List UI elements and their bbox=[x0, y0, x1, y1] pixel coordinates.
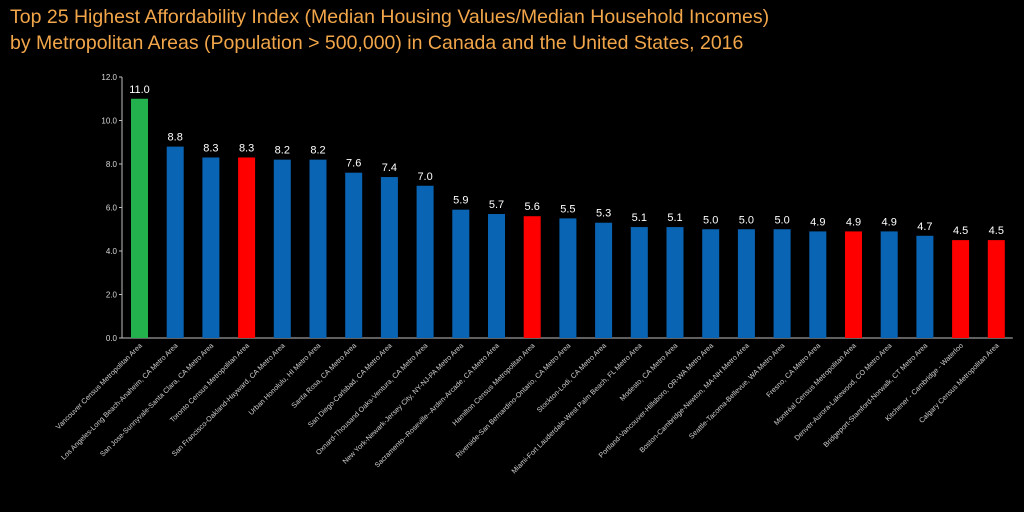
bar bbox=[380, 177, 398, 338]
bar bbox=[595, 222, 613, 338]
bar bbox=[666, 227, 684, 338]
bar bbox=[345, 172, 363, 338]
bar bbox=[809, 231, 827, 338]
category-label: Miami-Fort Lauderdale-West Palm Beach, F… bbox=[509, 341, 643, 475]
bar bbox=[452, 209, 470, 338]
data-label: 5.0 bbox=[739, 214, 754, 226]
category-label: Santa Rosa, CA Metro Area bbox=[289, 341, 358, 410]
data-label: 4.9 bbox=[810, 216, 825, 228]
data-label: 5.0 bbox=[774, 214, 789, 226]
bar bbox=[737, 229, 755, 338]
data-label: 8.2 bbox=[275, 145, 290, 157]
bar bbox=[488, 214, 505, 338]
bar bbox=[416, 185, 434, 338]
data-label: 7.0 bbox=[417, 171, 432, 183]
data-label: 8.8 bbox=[168, 132, 183, 144]
data-label: 7.6 bbox=[346, 158, 361, 170]
data-label: 11.0 bbox=[129, 84, 150, 96]
data-label: 4.5 bbox=[989, 225, 1004, 237]
data-label: 4.9 bbox=[882, 216, 897, 228]
chart-title-line-1: Top 25 Highest Affordability Index (Medi… bbox=[10, 6, 770, 28]
bar bbox=[523, 216, 541, 338]
data-label: 5.3 bbox=[596, 208, 611, 220]
data-label: 4.5 bbox=[953, 225, 968, 237]
data-label: 5.6 bbox=[525, 201, 540, 213]
bar bbox=[202, 157, 220, 338]
y-tick-label: 12.0 bbox=[101, 73, 117, 82]
data-label: 8.2 bbox=[310, 145, 325, 157]
bar bbox=[773, 229, 791, 338]
data-label: 5.1 bbox=[667, 212, 682, 224]
category-label: Urban Honolulu, HI Metro Area bbox=[247, 341, 323, 417]
data-label: 8.3 bbox=[203, 142, 218, 154]
data-label: 5.7 bbox=[489, 199, 504, 211]
bar bbox=[952, 240, 970, 338]
y-tick-label: 0.0 bbox=[106, 334, 118, 343]
y-tick-label: 6.0 bbox=[106, 204, 118, 213]
data-label: 5.5 bbox=[560, 203, 575, 215]
y-tick-label: 4.0 bbox=[106, 247, 118, 256]
category-label: Sacramento--Roseville--Arden-Arcade, CA … bbox=[373, 341, 501, 469]
data-label: 4.9 bbox=[846, 216, 861, 228]
category-label: Stockton-Lodi, CA Metro Area bbox=[535, 341, 608, 414]
bar bbox=[987, 240, 1005, 338]
bar bbox=[845, 231, 862, 338]
bar bbox=[131, 98, 148, 338]
category-label: Calgary Census Metropolitan Area bbox=[917, 341, 1001, 425]
bar bbox=[702, 229, 720, 338]
data-label: 8.3 bbox=[239, 142, 254, 154]
bar bbox=[559, 218, 577, 338]
bar bbox=[630, 227, 648, 338]
chart-title-line-2: by Metropolitan Areas (Population > 500,… bbox=[10, 32, 744, 54]
y-tick-label: 10.0 bbox=[101, 117, 117, 126]
chart-title: Top 25 Highest Affordability Index (Medi… bbox=[10, 4, 769, 56]
bar bbox=[166, 146, 184, 338]
data-label: 5.1 bbox=[632, 212, 647, 224]
bar bbox=[309, 159, 327, 338]
data-label: 5.9 bbox=[453, 195, 468, 207]
bar bbox=[273, 159, 291, 338]
y-tick-label: 8.0 bbox=[106, 160, 118, 169]
bar bbox=[916, 235, 934, 338]
y-tick-label: 2.0 bbox=[106, 291, 118, 300]
data-label: 7.4 bbox=[382, 162, 397, 174]
bar bbox=[880, 231, 898, 338]
bar bbox=[238, 157, 256, 338]
category-label: New York-Newark-Jersey City, NY-NJ-PA Me… bbox=[341, 341, 466, 466]
data-label: 5.0 bbox=[703, 214, 718, 226]
data-label: 4.7 bbox=[917, 221, 932, 233]
